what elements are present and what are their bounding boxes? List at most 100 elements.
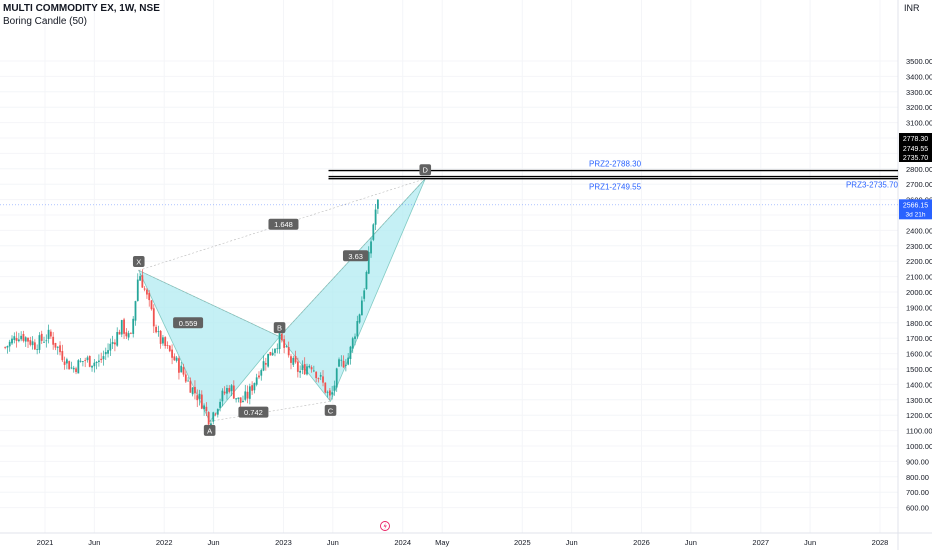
pattern-triangle[interactable] — [137, 269, 281, 423]
candle-body — [27, 337, 29, 342]
time-tick-label: 2026 — [633, 538, 650, 547]
candle-body — [242, 400, 244, 403]
pattern-ratio-label-bg — [342, 250, 369, 262]
prz-label[interactable]: PRZ1-2749.55 — [589, 183, 642, 192]
candle-body — [125, 332, 128, 337]
candle-body — [239, 397, 242, 403]
prz-levels[interactable]: PRZ2-2788.30 PRZ1-2749.55 PRZ3-2735.70 — [328, 160, 899, 192]
pattern-point-label[interactable]: D — [419, 164, 432, 176]
candle-body — [148, 292, 151, 301]
candle-body — [232, 385, 235, 399]
time-tick-label: Jun — [685, 538, 697, 547]
pattern-point-label-text: D — [423, 166, 429, 175]
currency-label[interactable]: INR — [904, 3, 920, 13]
pattern-point-label[interactable]: B — [273, 322, 286, 334]
candle-body — [171, 349, 173, 358]
candle-body — [79, 360, 82, 362]
candle-body — [276, 348, 279, 350]
pattern-ratio-label[interactable]: 0.559 — [173, 317, 204, 329]
time-tick-label: 2023 — [275, 538, 292, 547]
pattern-ratio-line — [138, 270, 280, 337]
pattern-point-label[interactable]: X — [132, 255, 145, 267]
price-tick-label: 2700.00 — [906, 180, 932, 189]
candle-body — [292, 357, 295, 365]
candle-body — [47, 329, 50, 339]
time-tick-label: 2022 — [156, 538, 173, 547]
pattern-point-label-bg — [273, 322, 286, 334]
candle-body — [310, 367, 313, 370]
last-price-tag-text: 2566.15 — [903, 202, 928, 209]
candle-body — [338, 359, 340, 367]
pattern-ratio-label[interactable]: 0.742 — [238, 406, 269, 418]
price-tick-label: 3500.00 — [906, 57, 932, 66]
candle-body — [333, 385, 336, 391]
prz-price-tag — [899, 143, 932, 153]
pattern-triangle[interactable] — [279, 178, 426, 403]
candle-body — [212, 412, 215, 422]
candle-body — [107, 350, 109, 354]
candle-body — [344, 364, 347, 366]
candle-body — [109, 343, 112, 351]
candle-body — [262, 361, 265, 371]
pattern-point-label[interactable]: A — [203, 424, 216, 436]
flash-icon[interactable] — [380, 521, 390, 531]
candle-body — [132, 318, 135, 334]
candle-body — [127, 333, 130, 338]
candle-body — [75, 368, 77, 373]
price-tick-label: 2200.00 — [906, 257, 932, 266]
pattern-labels[interactable]: X A B C D 0.559 0.742 3.63 1.648 — [132, 164, 432, 436]
candle-body — [6, 346, 9, 348]
candle-body — [319, 375, 322, 377]
candle-body — [114, 342, 116, 345]
candle-body — [40, 333, 43, 341]
candle-body — [216, 409, 219, 415]
candle-body — [29, 340, 32, 345]
pattern-point-label-bg — [419, 164, 432, 176]
candle-body — [164, 337, 167, 346]
candle-body — [157, 331, 160, 333]
price-tick-label: 600.00 — [906, 504, 929, 513]
candle-body — [255, 377, 258, 385]
candle-body — [146, 289, 148, 295]
candle-body — [372, 224, 375, 240]
pattern-point-label[interactable]: C — [324, 404, 337, 416]
price-tick-label: 800.00 — [906, 473, 929, 482]
candle-body — [152, 308, 155, 327]
candle-body — [347, 357, 350, 365]
candle-body — [207, 412, 210, 425]
candle-body — [77, 360, 80, 374]
pattern-ratio-label[interactable]: 3.63 — [342, 250, 369, 262]
candle-body — [203, 405, 205, 410]
candle-body — [230, 385, 233, 392]
pattern-ratio-label[interactable]: 1.648 — [268, 218, 299, 230]
prz-label[interactable]: PRZ3-2735.70 — [846, 181, 899, 190]
indicator-legend[interactable]: Boring Candle (50) — [3, 16, 87, 27]
price-tick-label: 700.00 — [906, 488, 929, 497]
candle-body — [63, 361, 66, 365]
candle-body — [116, 332, 119, 346]
time-tick-label: Jun — [327, 538, 339, 547]
candle-body — [280, 333, 283, 341]
candle-body — [150, 300, 153, 310]
prz-price-tag-text: 2735.70 — [903, 155, 928, 162]
price-axis[interactable]: 600.00 700.00 800.00 900.00 1000.00 1100.00 12… — [897, 0, 932, 550]
time-axis[interactable]: 2021 Jun 2022 Jun 2023 Jun 2024 May 2025 Jun 2026 J… — [0, 521, 932, 548]
candle-body — [274, 348, 276, 353]
symbol-title[interactable]: MULTI COMMODITY EX, 1W, NSE — [3, 3, 160, 14]
price-tick-label: 900.00 — [906, 457, 929, 466]
prz-label[interactable]: PRZ2-2788.30 — [589, 160, 642, 169]
time-tick-label: 2024 — [394, 538, 411, 547]
price-tags: 2778.30 2749.55 2735.70 2566.15 3d 21h — [0, 133, 932, 220]
price-tick-label: 2100.00 — [906, 273, 932, 282]
candle-body — [187, 380, 189, 382]
candle-body — [340, 359, 343, 361]
candle-body — [162, 337, 164, 344]
candle-body — [86, 357, 89, 361]
candle-body — [219, 401, 222, 408]
price-tick-label: 3400.00 — [906, 72, 932, 81]
candle-body — [306, 366, 308, 375]
candle-body — [93, 362, 96, 367]
bar-countdown-text: 3d 21h — [906, 211, 926, 218]
candle-body — [356, 321, 359, 337]
